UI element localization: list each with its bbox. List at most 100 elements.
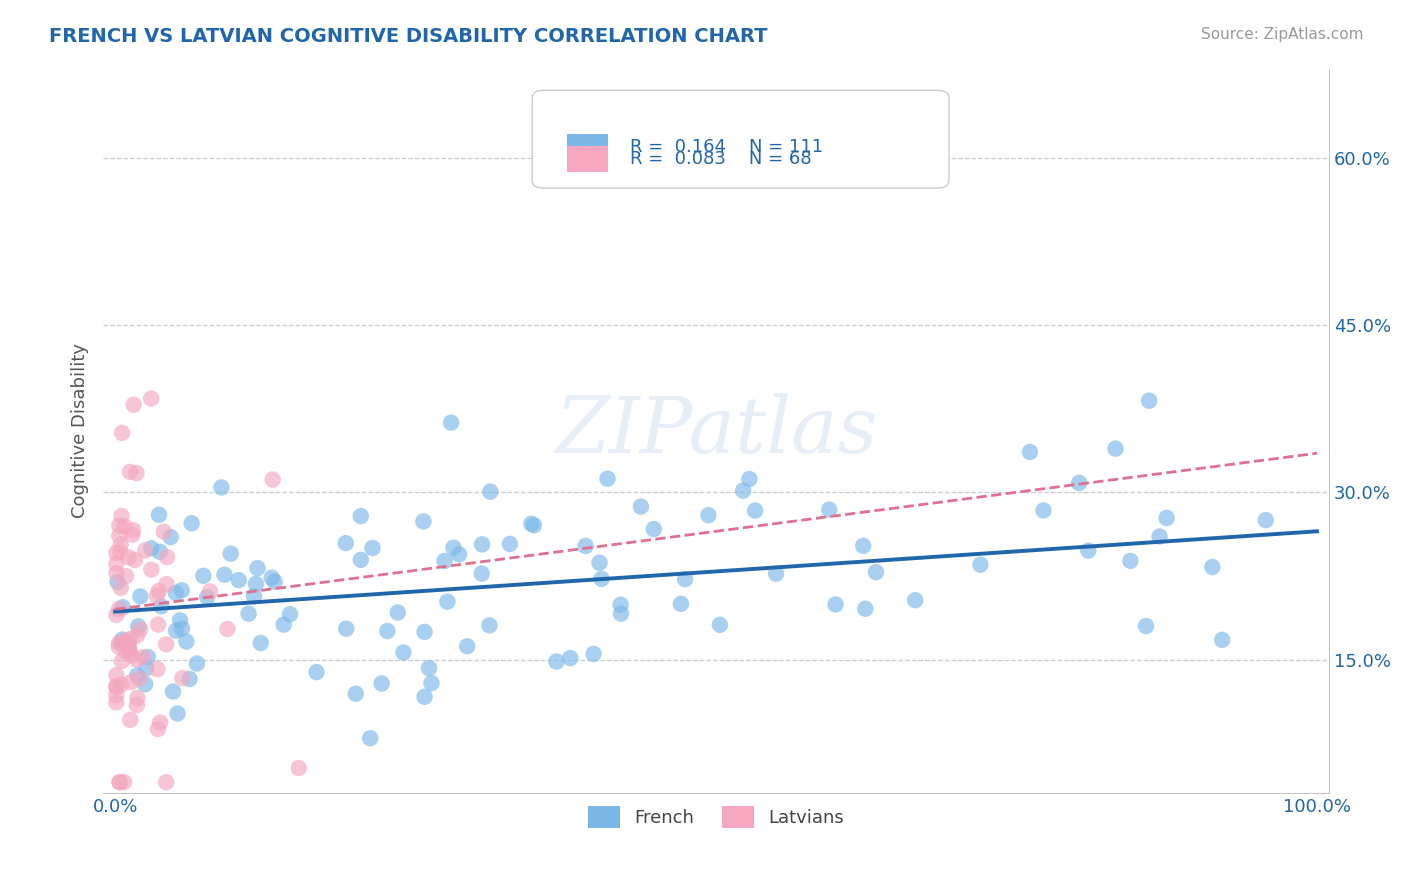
Point [128,672,150,686]
Point [359,731,381,746]
Point [588,556,610,570]
Point [1254,513,1277,527]
Point [112,775,135,789]
Point [523,518,546,533]
Point [105,607,128,622]
Point [278,607,301,622]
Point [105,695,128,709]
Point [125,698,148,712]
Point [669,597,692,611]
Point [105,679,128,693]
Point [111,600,134,615]
Point [176,634,198,648]
Point [546,655,568,669]
Point [387,606,409,620]
Point [120,713,142,727]
Point [146,617,169,632]
Point [471,566,494,581]
Point [120,675,142,690]
Point [610,607,633,621]
Point [246,561,269,575]
Point [145,589,167,603]
Point [148,584,170,599]
Text: R =  0.164    N = 111: R = 0.164 N = 111 [630,137,824,156]
Point [575,539,598,553]
Point [148,508,170,522]
Point [118,641,141,656]
Point [105,557,128,571]
Point [121,648,143,663]
Point [1019,445,1042,459]
Y-axis label: Cognitive Disability: Cognitive Disability [72,343,89,518]
Point [166,706,188,721]
Point [186,657,208,671]
Point [361,541,384,555]
Point [520,516,543,531]
Point [263,574,285,589]
Point [136,650,159,665]
Point [127,619,149,633]
Point [115,569,138,583]
Point [335,536,357,550]
Point [245,577,267,591]
Point [418,661,440,675]
Point [413,690,436,704]
Point [214,567,236,582]
Point [350,553,373,567]
Point [1104,442,1126,456]
Point [1119,554,1142,568]
Point [420,676,443,690]
Point [122,398,145,412]
Point [155,637,177,651]
Bar [567,146,609,172]
Point [818,502,841,516]
Point [125,466,148,480]
Point [172,671,194,685]
Point [1201,560,1223,574]
Point [150,599,173,614]
Point [111,654,134,668]
Point [260,571,283,585]
Point [238,607,260,621]
Point [134,677,156,691]
Point [479,484,502,499]
Point [471,537,494,551]
Point [852,539,875,553]
Point [117,550,139,565]
Point [111,425,134,440]
Point [643,522,665,536]
Point [162,684,184,698]
Point [110,537,132,551]
Point [1032,503,1054,517]
Point [904,593,927,607]
Point [105,566,128,581]
Point [228,573,250,587]
Point [344,687,367,701]
Point [107,574,129,589]
Point [449,548,471,562]
Point [118,639,141,653]
Point [110,677,132,691]
Point [1069,475,1091,490]
Point [141,392,163,406]
Point [114,519,136,533]
Point [141,541,163,556]
Point [412,515,434,529]
Point [111,632,134,647]
Point [865,565,887,579]
Point [105,688,128,702]
Point [824,598,846,612]
Point [125,653,148,667]
Point [149,545,172,559]
Point [436,594,458,608]
Point [120,632,142,646]
Point [129,590,152,604]
Point [273,617,295,632]
Point [179,672,201,686]
Point [165,624,187,638]
Point [149,715,172,730]
Point [969,558,991,572]
Point [335,622,357,636]
Point [111,636,134,650]
Point [156,550,179,565]
